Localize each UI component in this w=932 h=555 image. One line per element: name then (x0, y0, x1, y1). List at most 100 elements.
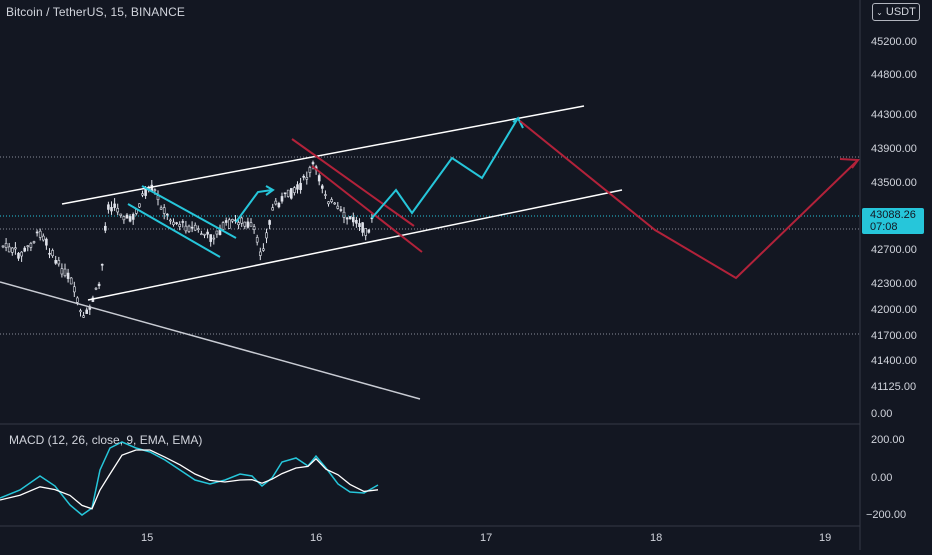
candle-body (324, 194, 327, 196)
candle-body (345, 217, 349, 220)
price-label: 44800.00 (871, 69, 917, 81)
candle-body (255, 237, 259, 243)
candle-body (66, 272, 70, 279)
candle-body (97, 283, 101, 287)
candle-body (113, 203, 116, 208)
candle-body (237, 222, 240, 226)
candle-body (153, 189, 157, 192)
candle-body (184, 225, 188, 232)
flag-breakout-arrow[interactable] (235, 189, 273, 223)
candle-body (79, 310, 82, 313)
currency-selector[interactable]: ⌄ USDT (872, 3, 920, 21)
candle-body (172, 221, 175, 225)
candle-body (48, 252, 51, 255)
candle-body (252, 226, 256, 230)
candle-body (11, 247, 14, 253)
price-label: 41125.00 (871, 381, 917, 393)
candle-body (209, 234, 212, 242)
candle-body (206, 231, 209, 235)
candle-body (119, 213, 123, 216)
macd-axis-label: 200.00 (871, 434, 905, 446)
candle-body (45, 238, 48, 246)
candle-body (271, 207, 275, 211)
candle-body (283, 192, 287, 195)
candle-body (311, 162, 315, 165)
price-label: 0.00 (871, 408, 893, 420)
candle-body (221, 222, 225, 230)
macd-axis-label: 0.00 (871, 472, 893, 484)
candle-body (280, 196, 284, 202)
time-label: 18 (650, 532, 663, 544)
candle-body (85, 309, 88, 314)
candle-body (367, 229, 371, 233)
candle-body (351, 217, 355, 223)
price-label: 45200.00 (871, 36, 917, 48)
candle-body (69, 277, 73, 285)
candle-body (305, 177, 309, 180)
candle-body (293, 187, 296, 193)
candle-body (262, 248, 265, 251)
price-label: 44300.00 (871, 109, 917, 121)
projection-up-arrow-head (512, 116, 524, 129)
channel-lower-line[interactable] (87, 189, 623, 301)
flag-upper-line[interactable] (141, 185, 237, 239)
candle-body (299, 182, 302, 190)
price-label: 43500.00 (871, 177, 917, 189)
candle-body (246, 221, 250, 228)
candle-body (51, 250, 54, 257)
candle-body (104, 225, 107, 231)
candle-body (41, 235, 45, 241)
symbol-title[interactable]: Bitcoin / TetherUS, 15, BINANCE (6, 5, 185, 19)
flag-arrow-head (265, 185, 275, 196)
candle-body (277, 203, 281, 208)
candle-body (141, 193, 144, 196)
red-channel-lower[interactable] (311, 165, 423, 253)
candle-body (296, 184, 299, 190)
candle-body (333, 202, 337, 205)
candle-body (76, 297, 79, 303)
projection-path-up[interactable] (371, 117, 519, 219)
flag-lower-line[interactable] (127, 203, 221, 258)
candle-body (94, 287, 98, 290)
candle-countdown: 07:08 (870, 221, 898, 233)
candle-body (116, 208, 119, 213)
candle-body (162, 207, 166, 214)
candle-body (32, 241, 36, 243)
candle-body (110, 207, 113, 212)
candle-body (1, 245, 5, 248)
candle-body (193, 224, 197, 231)
candle-body (138, 203, 141, 208)
candle-body (336, 205, 340, 209)
candle-body (131, 214, 135, 220)
candle-body (302, 175, 306, 178)
projection-path-down[interactable] (519, 120, 859, 280)
candle-body (308, 167, 312, 173)
candle-body (330, 199, 333, 203)
candle-body (258, 251, 262, 256)
candle-body (125, 214, 129, 219)
candle-body (17, 252, 20, 259)
candle-body (339, 209, 343, 211)
candle-body (203, 233, 206, 236)
candle-body (265, 232, 268, 239)
candle-body (274, 200, 278, 205)
channel-upper-line[interactable] (61, 105, 585, 205)
candle-body (144, 188, 147, 196)
candle-body (342, 211, 346, 218)
candle-body (320, 185, 324, 189)
time-label: 19 (819, 532, 832, 544)
support-trend-line[interactable] (0, 281, 421, 400)
current-price-value: 43088.26 (870, 209, 916, 221)
candle-body (231, 219, 234, 222)
candle-body (82, 315, 85, 318)
candle-body (224, 220, 228, 223)
macd-indicator-title[interactable]: MACD (12, 26, close, 9, EMA, EMA) (9, 433, 203, 447)
candle-body (327, 201, 330, 205)
red-channel-upper[interactable] (291, 138, 415, 227)
chevron-down-icon: ⌄ (876, 7, 883, 17)
candle-body (289, 188, 293, 199)
candle-body (169, 219, 172, 222)
price-label: 41400.00 (871, 355, 917, 367)
